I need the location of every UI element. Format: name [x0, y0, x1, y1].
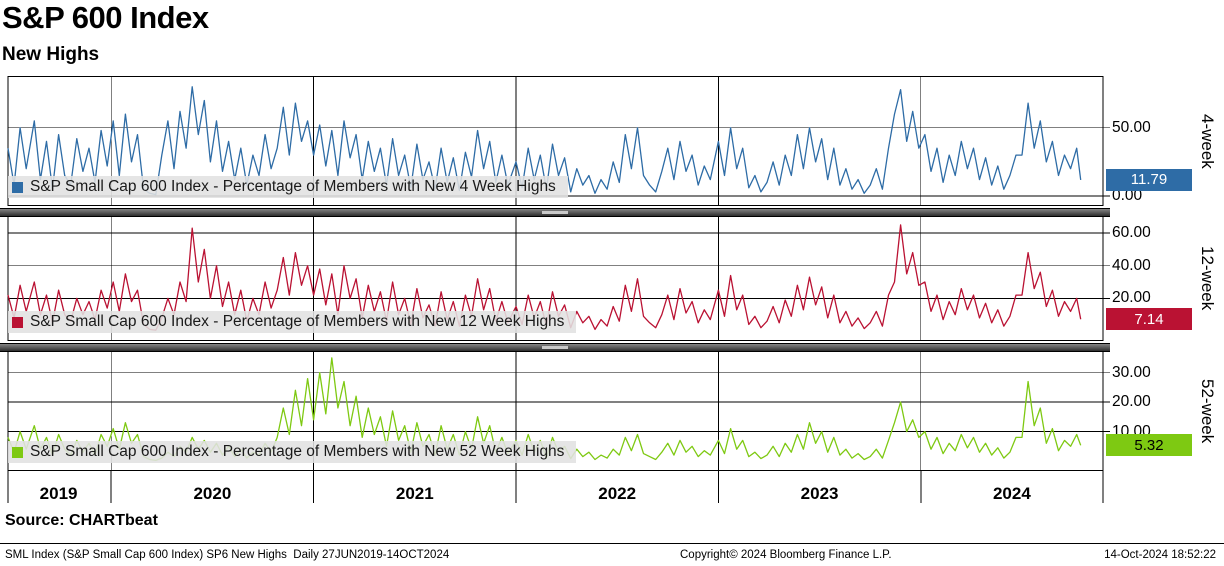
divider-handle-icon: [542, 346, 568, 349]
y-tick-label-52wk: 20.00: [1112, 393, 1151, 411]
panel-border: [7, 76, 1104, 206]
legend-swatch-icon: [12, 446, 23, 458]
footer: SML Index (S&P Small Cap 600 Index) SP6 …: [0, 543, 1224, 566]
y-tick-label-12wk: 40.00: [1112, 256, 1151, 274]
page-title: S&P 600 Index: [2, 0, 209, 35]
footer-copyright: Copyright© 2024 Bloomberg Finance L.P.: [680, 549, 892, 561]
x-axis-year-label: 2020: [193, 484, 232, 503]
axis-title-4wk: 4-week: [1198, 113, 1217, 169]
y-tick-label-4wk: 0.00: [1112, 187, 1143, 204]
panel-divider-2[interactable]: [0, 343, 1110, 352]
y-tick-label-4wk: 50.00: [1112, 118, 1151, 136]
y-tick-label-52wk: 30.00: [1112, 363, 1151, 381]
legend-4wk[interactable]: S&P Small Cap 600 Index - Percentage of …: [8, 176, 568, 198]
legend-swatch-icon: [12, 181, 23, 193]
last-value-badge-12wk: 7.14: [1106, 308, 1192, 331]
x-axis-ticks: [7, 471, 1104, 503]
panel-divider-1[interactable]: [0, 208, 1110, 217]
y-tick-label-12wk: 20.00: [1112, 289, 1151, 307]
axis-title-12wk: 12-week: [1198, 246, 1217, 311]
axis-title-52wk: 52-week: [1198, 378, 1217, 444]
x-axis-year-label: 2024: [992, 484, 1031, 503]
gridlines: [8, 216, 1110, 341]
last-value-badge-52wk: 5.32: [1106, 434, 1192, 457]
legend-label-12wk: S&P Small Cap 600 Index - Percentage of …: [30, 313, 565, 330]
x-axis-year-label: 2022: [598, 484, 637, 503]
legend-12wk[interactable]: S&P Small Cap 600 Index - Percentage of …: [8, 311, 577, 333]
source-label: Source: CHARTbeat: [5, 512, 158, 529]
gridlines: [8, 351, 1110, 471]
last-value-badge-4wk: 11.79: [1106, 168, 1192, 191]
legend-label-4wk: S&P Small Cap 600 Index - Percentage of …: [30, 178, 556, 195]
page-subtitle: New Highs: [2, 44, 100, 65]
legend-52wk[interactable]: S&P Small Cap 600 Index - Percentage of …: [8, 441, 577, 463]
x-axis: 2019 2020 2021 2022 2023 2024: [0, 471, 1224, 511]
x-axis-year-label: 2023: [800, 484, 839, 503]
footer-timestamp: 14-Oct-2024 18:52:22: [1104, 549, 1216, 561]
legend-label-52wk: S&P Small Cap 600 Index - Percentage of …: [30, 443, 565, 460]
x-axis-year-label: 2019: [39, 484, 78, 503]
legend-swatch-icon: [12, 316, 23, 328]
footer-security-info: SML Index (S&P Small Cap 600 Index) SP6 …: [5, 549, 450, 561]
divider-handle-icon: [542, 211, 568, 214]
x-axis-year-label: 2021: [395, 484, 434, 503]
y-tick-label-12wk: 60.00: [1112, 224, 1151, 242]
